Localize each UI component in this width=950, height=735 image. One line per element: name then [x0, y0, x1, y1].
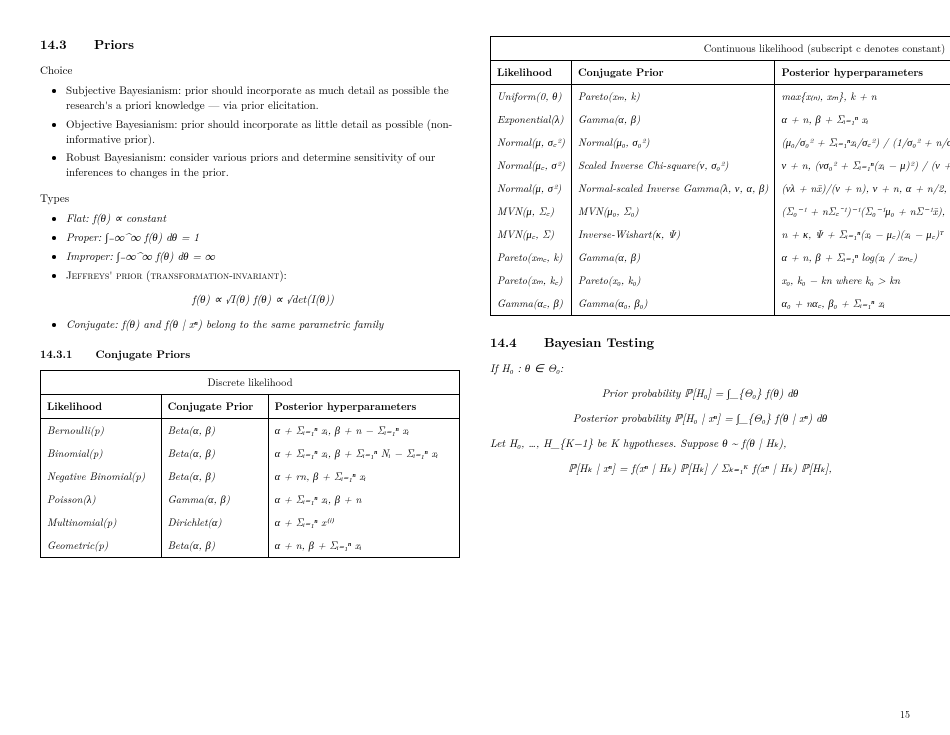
table-row: Exponential(λ) Gamma(α, β) α + n, β + Σᵢ… [491, 108, 950, 131]
table-row: Normal(μ꜀, σ²) Scaled Inverse Chi-square… [491, 154, 950, 177]
table-header: Posterior hyperparameters [775, 61, 950, 85]
table-row: Poisson(λ) Gamma(α, β) α + Σᵢ₌₁ⁿ xᵢ, β +… [41, 488, 460, 511]
posterior-prob-formula: Posterior probability ℙ[H₀ | xⁿ] = ∫_{Θ₀… [490, 411, 910, 426]
page-number: 15 [900, 707, 910, 721]
subsection-heading: 14.3.1 Conjugate Priors [40, 347, 460, 362]
section-heading: 14.3 Priors [40, 34, 460, 53]
list-item: Jeffreys' prior (transformation-invarian… [66, 269, 460, 309]
table-row: MVN(μ, Σ꜀) MVN(μ₀, Σ₀) (Σ₀⁻¹ + nΣ꜀⁻¹)⁻¹(… [491, 200, 950, 223]
list-item: Robust Bayesianism: consider various pri… [66, 151, 460, 181]
table-header: Conjugate Prior [571, 61, 775, 85]
table-row: Binomial(p) Beta(α, β) α + Σᵢ₌₁ⁿ xᵢ, β +… [41, 442, 460, 465]
types-label: Types [40, 191, 460, 206]
table-title: Discrete likelihood [41, 371, 460, 395]
table-header: Likelihood [491, 61, 572, 85]
section-heading: 14.4 Bayesian Testing [490, 332, 910, 351]
table-row: Pareto(xₘ, k꜀) Pareto(x₀, k₀) x₀, k₀ − k… [491, 269, 950, 292]
table-title: Continuous likelihood (subscript c denot… [491, 37, 950, 61]
choice-label: Choice [40, 63, 460, 78]
continuous-likelihood-table: Continuous likelihood (subscript c denot… [490, 36, 950, 316]
section-title: Bayesian Testing [544, 332, 654, 351]
hypotheses-formula: ℙ[Hₖ | xⁿ] = f(xⁿ | Hₖ) ℙ[Hₖ] / Σₖ₌₁ᴷ f(… [490, 461, 910, 476]
table-row: Bernoulli(p) Beta(α, β) α + Σᵢ₌₁ⁿ xᵢ, β … [41, 419, 460, 443]
jeffreys-label: Jeffreys' prior (transformation-invarian… [66, 268, 287, 283]
table-row: Negative Binomial(p) Beta(α, β) α + rn, … [41, 465, 460, 488]
table-row: Geometric(p) Beta(α, β) α + n, β + Σᵢ₌₁ⁿ… [41, 534, 460, 558]
table-row: Pareto(xₘ꜀, k) Gamma(α, β) α + n, β + Σᵢ… [491, 246, 950, 269]
table-row: Normal(μ, σ²) Normal-scaled Inverse Gamm… [491, 177, 950, 200]
table-row: Normal(μ, σ꜀²) Normal(μ₀, σ₀²) (μ₀/σ₀² +… [491, 131, 950, 154]
prior-prob-formula: Prior probability ℙ[H₀] = ∫_{Θ₀} f(θ) dθ [490, 386, 910, 401]
left-column: 14.3 Priors Choice Subjective Bayesianis… [40, 30, 460, 558]
list-item: Conjugate: f(θ) and f(θ | xⁿ) belong to … [66, 318, 460, 333]
table-header: Likelihood [41, 395, 162, 419]
hypotheses-line: Let H₀, …, H_{K−1} be K hypotheses. Supp… [490, 436, 910, 451]
table-row: MVN(μ꜀, Σ) Inverse-Wishart(κ, Ψ) n + κ, … [491, 223, 950, 246]
section-number: 14.4 [490, 332, 517, 351]
list-item: Objective Bayesianism: prior should inco… [66, 118, 460, 148]
table-row: Multinomial(p) Dirichlet(α) α + Σᵢ₌₁ⁿ x⁽… [41, 511, 460, 534]
table-row: Gamma(α꜀, β) Gamma(α₀, β₀) α₀ + nα꜀, β₀ … [491, 292, 950, 316]
list-item: Improper: ∫₋∞^∞ f(θ) dθ = ∞ [66, 250, 460, 265]
table-header: Conjugate Prior [161, 395, 268, 419]
section-title: Priors [94, 34, 134, 53]
if-line: If H₀ : θ ∈ Θ₀: [490, 361, 910, 376]
subsection-number: 14.3.1 [40, 347, 72, 362]
list-item: Flat: f(θ) ∝ constant [66, 212, 460, 227]
right-column: Continuous likelihood (subscript c denot… [490, 30, 910, 558]
list-item: Proper: ∫₋∞^∞ f(θ) dθ = 1 [66, 231, 460, 246]
types-list: Flat: f(θ) ∝ constant Proper: ∫₋∞^∞ f(θ)… [40, 212, 460, 333]
table-header: Posterior hyperparameters [268, 395, 459, 419]
list-item: Subjective Bayesianism: prior should inc… [66, 84, 460, 114]
table-row: Uniform(0, θ) Pareto(xₘ, k) max{x₍ₙ₎, xₘ… [491, 85, 950, 109]
choice-list: Subjective Bayesianism: prior should inc… [40, 84, 460, 181]
subsection-title: Conjugate Priors [96, 347, 191, 362]
jeffreys-formula: f(θ) ∝ √I(θ) f(θ) ∝ √det(I(θ)) [66, 293, 460, 308]
section-number: 14.3 [40, 34, 67, 53]
discrete-likelihood-table: Discrete likelihood Likelihood Conjugate… [40, 370, 460, 558]
